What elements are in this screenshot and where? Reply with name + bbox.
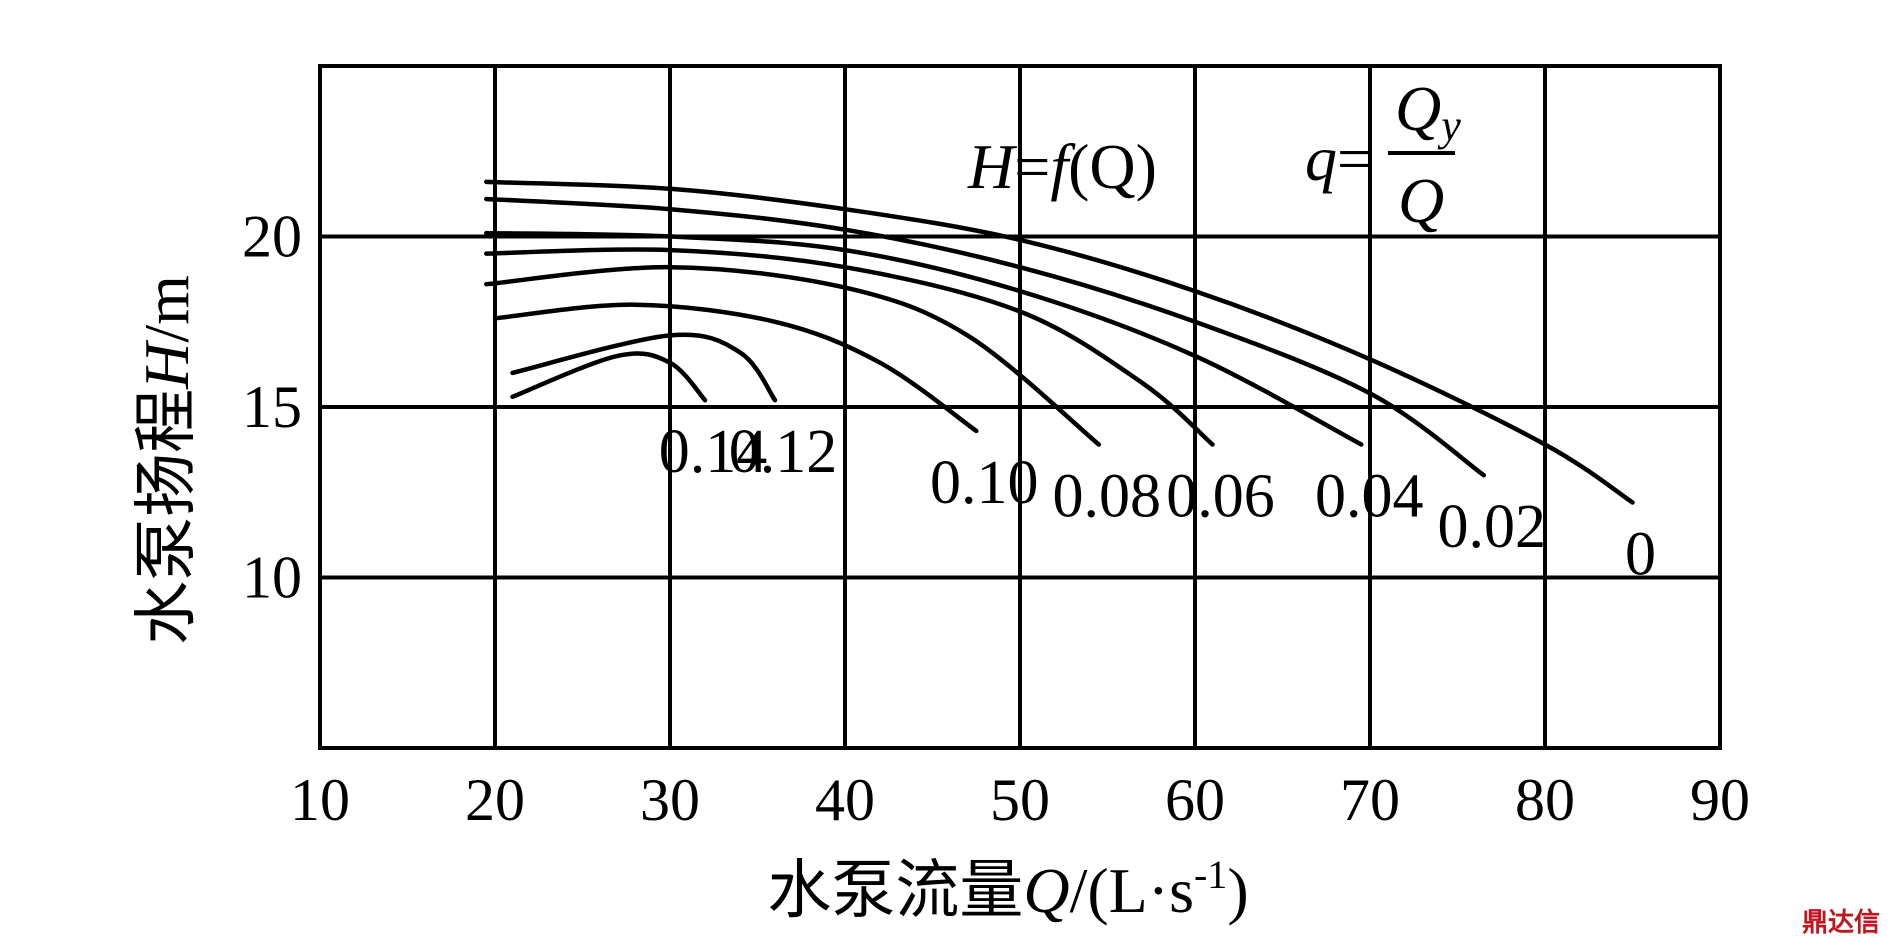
y-tick-20: 20	[242, 204, 302, 270]
curve-q-0.12	[510, 332, 778, 403]
curve-label-0.10: 0.10	[930, 449, 1039, 517]
x-tick-90: 90	[1690, 767, 1750, 833]
annotation-h-equation: H=f(Q)	[967, 131, 1157, 202]
q-numerator: Qy	[1395, 73, 1461, 150]
x-axis-title: 水泵流量Q/(L·s-1)	[767, 852, 1248, 926]
plot-border	[318, 64, 1722, 750]
grid-lines	[320, 66, 1720, 748]
curve-label-0.04: 0.04	[1315, 463, 1424, 531]
plot-frame	[318, 64, 1722, 750]
q-symbol: q=	[1305, 123, 1373, 194]
curve-labels: 0 0.020.04 0.060.080.10 0.120.14	[659, 418, 1656, 588]
x-tick-50: 50	[990, 767, 1050, 833]
curve-label-0.12: 0.12	[729, 418, 838, 486]
x-tick-70: 70	[1340, 767, 1400, 833]
curve-q-0.08	[484, 264, 1102, 447]
head-curves	[484, 179, 1635, 505]
curve-q-0	[484, 179, 1635, 505]
x-tick-20: 20	[465, 767, 525, 833]
x-tick-80: 80	[1515, 767, 1575, 833]
curve-q-0.04	[484, 230, 1364, 447]
y-tick-10: 10	[242, 545, 302, 611]
curve-q-0.10	[492, 302, 979, 434]
x-tick-10: 10	[290, 767, 350, 833]
curve-label-0: 0	[1625, 520, 1656, 588]
curve-q-0.02	[484, 196, 1487, 478]
y-tick-15: 15	[242, 374, 302, 440]
watermark-logo: 鼎达信	[1801, 908, 1880, 938]
x-tick-60: 60	[1165, 767, 1225, 833]
q-denominator: Q	[1398, 165, 1444, 236]
annotation-q-equation: q= Qy Q	[1305, 73, 1461, 236]
curve-q-0.14	[510, 351, 708, 403]
x-tick-40: 40	[815, 767, 875, 833]
curve-label-0.08: 0.08	[1053, 463, 1162, 531]
x-tick-labels: 10 20 30 40 50 60 70 80 90	[290, 767, 1750, 833]
y-tick-labels: 10 15 20	[242, 204, 302, 611]
curve-label-0.06: 0.06	[1166, 463, 1275, 531]
x-tick-30: 30	[640, 767, 700, 833]
curve-q-0.06	[484, 247, 1215, 447]
curve-label-0.14: 0.14	[659, 418, 768, 486]
curve-label-0.02: 0.02	[1438, 493, 1547, 561]
y-axis-title: 水泵扬程H/m	[131, 275, 202, 645]
